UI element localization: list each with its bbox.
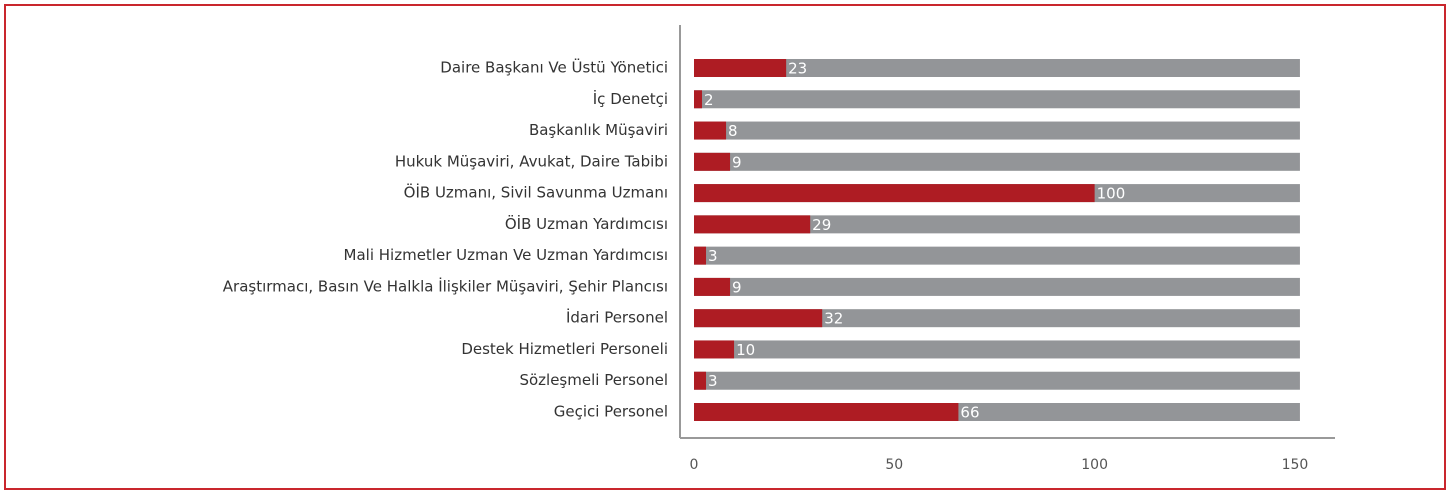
data-label: 3 — [708, 372, 718, 390]
data-label: 100 — [1097, 185, 1126, 203]
y-tick-label: ÖİB Uzman Yardımcısı — [505, 214, 668, 233]
bar — [694, 184, 1095, 203]
data-label: 66 — [960, 404, 979, 422]
data-label: 8 — [728, 122, 738, 140]
x-tick-label: 150 — [1282, 457, 1309, 473]
bar-track — [694, 152, 1300, 171]
bar — [694, 152, 731, 171]
data-label: 10 — [736, 341, 755, 359]
bar — [694, 246, 707, 265]
data-label: 2 — [704, 91, 714, 109]
y-tick-label: Destek Hizmetleri Personeli — [461, 340, 668, 358]
data-label: 9 — [732, 278, 742, 296]
bar — [694, 340, 735, 359]
x-tick-label: 50 — [885, 457, 903, 473]
bar-track — [694, 59, 1300, 77]
bar-track — [694, 90, 1300, 109]
y-tick-label: ÖİB Uzmanı, Sivil Savunma Uzmanı — [404, 183, 668, 202]
y-tick-label: Geçici Personel — [554, 403, 668, 421]
bar-track — [694, 309, 1300, 328]
data-label: 9 — [732, 153, 742, 171]
bar — [694, 90, 703, 109]
bar — [694, 309, 823, 328]
bar-track — [694, 371, 1300, 390]
y-tick-label: Araştırmacı, Basın Ve Halkla İlişkiler M… — [223, 276, 668, 295]
bar-track — [694, 246, 1300, 265]
bar-track — [694, 277, 1300, 296]
frame — [4, 4, 1446, 490]
bar — [694, 215, 811, 234]
bar-track — [694, 340, 1300, 359]
y-tick-label: Hukuk Müşaviri, Avukat, Daire Tabibi — [395, 152, 668, 170]
x-tick-label: 0 — [690, 457, 699, 473]
bar-track — [694, 121, 1300, 140]
bar — [694, 371, 707, 390]
x-tick-label: 100 — [1081, 457, 1108, 473]
bar — [694, 277, 731, 296]
y-tick-label: İdari Personel — [566, 308, 668, 327]
bar-track — [694, 215, 1300, 234]
y-tick-label: Başkanlık Müşaviri — [529, 121, 668, 139]
bar — [694, 121, 727, 140]
y-tick-label: İç Denetçi — [593, 89, 668, 108]
data-label: 29 — [812, 216, 831, 234]
y-tick-label: Daire Başkanı Ve Üstü Yönetici — [440, 58, 668, 77]
y-tick-label: Mali Hizmetler Uzman Ve Uzman Yardımcısı — [344, 246, 668, 264]
data-label: 3 — [708, 247, 718, 265]
bar — [694, 403, 959, 421]
bar — [694, 59, 787, 77]
y-tick-label: Sözleşmeli Personel — [519, 371, 668, 389]
data-label: 32 — [824, 310, 843, 328]
data-label: 23 — [788, 60, 807, 78]
